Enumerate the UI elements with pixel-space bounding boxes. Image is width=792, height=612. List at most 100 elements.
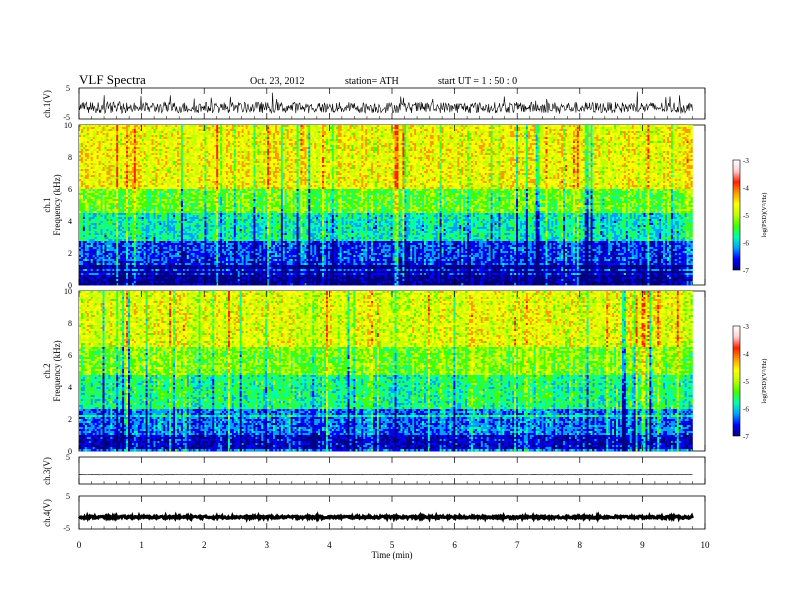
spectrogram-cell [81,257,83,259]
spectrogram-cell [79,221,81,223]
spectrogram-cell [91,199,93,201]
spectrogram-cell [83,163,85,165]
spectrogram-cell [79,153,81,155]
spectrogram-cell [93,137,95,139]
spectrogram-cell [81,149,83,151]
spectrogram-cell [89,199,91,201]
spectrogram-cell [95,263,97,265]
spectrogram-cell [87,209,89,211]
spectrogram-cell [81,219,83,221]
spectrogram-cell [87,133,89,135]
spectrogram-cell [95,173,97,175]
spectrogram-cell [95,127,97,129]
spectrogram-cell [87,161,89,163]
spectrogram-cell [79,275,81,277]
spectrogram-cell [93,209,95,211]
spectrogram-cell [87,241,89,243]
spectrogram-cell [89,135,91,137]
spectrogram-cell [85,133,87,135]
spectrogram-cell [85,195,87,197]
spectrogram-cell [87,199,89,201]
spectrogram-cell [79,133,81,135]
spectrogram-cell [89,227,91,229]
spectrogram-cell [85,275,87,277]
spectrogram-cell [97,143,99,145]
spectrogram-cell [83,257,85,259]
spectrogram-cell [99,143,101,145]
spectrogram-cell [99,205,101,207]
spectrogram-cell [85,137,87,139]
spectrogram-cell [89,263,91,265]
spectrogram-cell [79,173,81,175]
spectrogram-cell [91,125,93,127]
spectrogram-cell [91,145,93,147]
spectrogram-cell [79,163,81,165]
spectrogram-cell [97,223,99,225]
header-station: station= ATH [345,76,399,87]
spectrogram-cell [81,199,83,201]
spectrogram-cell [87,239,89,241]
spectrogram-cell [95,195,97,197]
spectrogram-cell [79,225,81,227]
spectrogram-cell [95,177,97,179]
spectrogram-cell [87,143,89,145]
spectrogram-cell [91,205,93,207]
spectrogram-cell [85,147,87,149]
spectrogram-cell [81,265,83,267]
spectrogram-cell [91,207,93,209]
spectrogram-cell [83,235,85,237]
spectrogram-cell [81,277,83,279]
spectrogram-cell [95,159,97,161]
spectrogram-cell [97,231,99,233]
spectrogram-cell [89,173,91,175]
spectrogram-cell [85,213,87,215]
spectrogram-cell [79,277,81,279]
spectrogram-cell [95,125,97,127]
spectrogram-cell [97,215,99,217]
spectrogram-cell [89,193,91,195]
spectrogram-cell [91,171,93,173]
spectrogram-cell [83,255,85,257]
spectrogram-cell [81,169,83,171]
spectrogram-cell [81,251,83,253]
spectrogram-cell [89,249,91,251]
spectrogram-cell [79,161,81,163]
spectrogram-cell [97,207,99,209]
spectrogram-cell [93,165,95,167]
spectrogram-cell [89,233,91,235]
spectrogram-cell [91,155,93,157]
spectrogram-cell [79,245,81,247]
spectrogram-cell [89,205,91,207]
spectrogram-cell [91,217,93,219]
spectrogram-cell [95,185,97,187]
spectrogram-cell [81,269,83,271]
spectrogram-cell [99,177,101,179]
spectrogram-cell [87,165,89,167]
spectrogram-cell [91,163,93,165]
spectrogram-cell [99,131,101,133]
spectrogram-cell [79,239,81,241]
spectrogram-cell [89,169,91,171]
spectrogram-cell [91,235,93,237]
spectrogram-cell [91,143,93,145]
spectrogram-cell [87,271,89,273]
spectrogram-cell [85,145,87,147]
spectrogram-cell [83,149,85,151]
spectrogram-cell [91,219,93,221]
spectrogram-cell [93,237,95,239]
spectrogram-cell [89,185,91,187]
spectrogram-cell [91,241,93,243]
spectrogram-cell [85,193,87,195]
spectrogram-cell [97,245,99,247]
spectrogram-cell [81,171,83,173]
spectrogram-cell [95,219,97,221]
spectrogram-cell [89,175,91,177]
spectrogram-cell [95,141,97,143]
spectrogram-cell [99,211,101,213]
spectrogram-cell [81,243,83,245]
spectrogram-cell [95,249,97,251]
spectrogram-cell [89,203,91,205]
spectrogram-cell [97,139,99,141]
spectrogram-cell [91,253,93,255]
spectrogram-cell [89,181,91,183]
